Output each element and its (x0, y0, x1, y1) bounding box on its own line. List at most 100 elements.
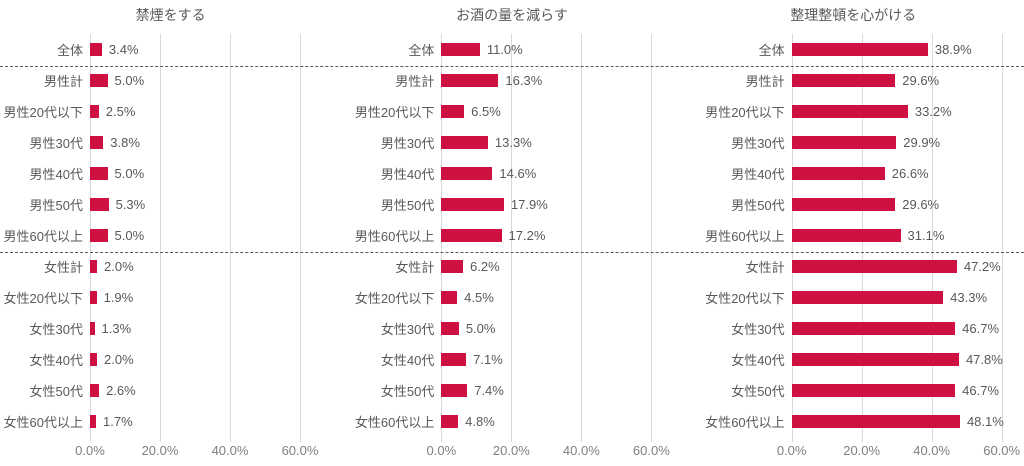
axis-tick-label: 20.0% (843, 443, 881, 458)
value-label: 6.2% (470, 259, 500, 274)
bar (90, 415, 96, 428)
value-label: 7.4% (474, 383, 504, 398)
value-label: 5.0% (114, 166, 145, 181)
category-label: 女性50代 (380, 384, 435, 399)
category-label: 男性40代 (29, 167, 83, 182)
bar (791, 43, 928, 56)
group-separator-line (0, 66, 1024, 67)
bar (90, 384, 100, 397)
bar-zone: 47.2% (791, 251, 1024, 282)
category-label: 男性計 (745, 74, 785, 89)
axis-tick-label: 60.0% (632, 443, 670, 458)
gridline (511, 34, 513, 442)
category-label: 女性30代 (731, 322, 785, 337)
axis-tick-label: 0.0% (776, 443, 807, 458)
value-label: 1.3% (101, 321, 132, 336)
value-label: 17.2% (508, 228, 546, 243)
bar-zone: 38.9% (791, 34, 1024, 65)
gridline (160, 34, 161, 442)
bar-zone: 4.8% (441, 406, 682, 437)
value-label: 2.5% (105, 104, 136, 119)
category-label: 男性60代以上 (3, 229, 83, 244)
value-label: 29.6% (902, 73, 940, 88)
chart-row: 女性60代以上 1.7% (0, 406, 341, 437)
bar (90, 105, 99, 118)
value-label: 38.9% (934, 42, 972, 57)
bar-zone: 7.4% (441, 375, 682, 406)
category-label: 男性20代以下 (705, 105, 785, 120)
category-label: 男性30代 (29, 136, 83, 151)
category-label: 女性40代 (29, 353, 83, 368)
value-label: 2.0% (104, 352, 134, 367)
value-label: 47.8% (965, 352, 1003, 367)
chart-row: 男性計 5.0% (0, 65, 341, 96)
category-label: 男性30代 (731, 136, 785, 151)
category-label: 女性40代 (731, 353, 785, 368)
value-label: 1.9% (103, 290, 134, 305)
axis-tick-label: 60.0% (983, 443, 1021, 458)
gridline (1001, 34, 1003, 442)
bar-zone: 17.9% (441, 189, 682, 220)
category-label: 男性20代以下 (354, 105, 435, 120)
axis-tick-label: 40.0% (562, 443, 600, 458)
bar (791, 198, 896, 211)
bar-zone: 5.3% (90, 189, 341, 220)
category-label: 男性50代 (29, 198, 83, 213)
category-label: 男性40代 (380, 167, 435, 182)
chart-row: 女性30代 1.3% (0, 313, 341, 344)
bar-zone: 26.6% (791, 158, 1024, 189)
bar (441, 384, 468, 397)
chart-title: 整理整頓を心がける (790, 7, 917, 23)
category-label: 女性60代以上 (705, 415, 785, 430)
bar (441, 43, 480, 56)
chart-row: 男性60代以上 5.0% (0, 220, 341, 251)
bar-zone: 11.0% (441, 34, 682, 65)
chart-row: 女性60代以上 4.8% (341, 406, 682, 437)
value-label: 2.6% (106, 383, 136, 398)
bar (441, 353, 467, 366)
category-label: 男性50代 (731, 198, 785, 213)
value-label: 16.3% (505, 73, 543, 88)
gridline (300, 34, 301, 442)
chart-row: 女性計 6.2% (341, 251, 682, 282)
value-label: 29.6% (902, 197, 940, 212)
chart-row: 男性40代 14.6% (341, 158, 682, 189)
chart-row: 男性30代 3.8% (0, 127, 341, 158)
category-label: 全体 (56, 43, 83, 58)
bar-zone: 6.2% (441, 251, 682, 282)
chart-row: 女性50代 46.7% (683, 375, 1024, 406)
plot-area: 全体 3.4% 男性計 5.0% 男性20代以下 2.5% 男性30代 3.8% 男性40代 5.… (0, 34, 341, 442)
plot-area: 全体 11.0% 男性計 16.3% 男性20代以下 6.5% 男性30代 13.3% 男性40… (341, 34, 682, 442)
category-label: 女性計 (395, 260, 435, 275)
bar (441, 260, 464, 273)
chart-panel: お酒の量を減らす 全体 11.0% 男性計 16.3% 男性20代以下 6.5% 男性30代… (341, 0, 682, 466)
chart-title: 禁煙をする (135, 7, 206, 23)
bar-zone: 47.8% (791, 344, 1024, 375)
value-label: 5.3% (115, 197, 146, 212)
value-label: 13.3% (494, 135, 532, 150)
category-label: 女性50代 (731, 384, 785, 399)
value-label: 33.2% (914, 104, 952, 119)
bar (791, 415, 960, 428)
bar-zone: 5.0% (441, 313, 682, 344)
value-label: 7.1% (473, 352, 503, 367)
value-label: 1.7% (103, 414, 133, 429)
bar-zone: 6.5% (441, 96, 682, 127)
chart-row: 女性30代 46.7% (683, 313, 1024, 344)
bar (441, 291, 458, 304)
bar-zone: 3.8% (90, 127, 341, 158)
value-label: 46.7% (962, 383, 1000, 398)
bar (90, 43, 102, 56)
bar-zone: 2.5% (90, 96, 341, 127)
bar (90, 353, 97, 366)
category-label: 女性20代以下 (705, 291, 785, 306)
bar-zone: 1.7% (90, 406, 341, 437)
bar (90, 198, 109, 211)
category-label: 女性計 (43, 260, 83, 275)
chart-row: 男性60代以上 17.2% (341, 220, 682, 251)
category-label: 男性60代以上 (705, 229, 785, 244)
chart-panel: 禁煙をする 全体 3.4% 男性計 5.0% 男性20代以下 2.5% 男性30代 3.8% 男… (0, 0, 341, 466)
bar-zone: 16.3% (441, 65, 682, 96)
gridline (581, 34, 583, 442)
